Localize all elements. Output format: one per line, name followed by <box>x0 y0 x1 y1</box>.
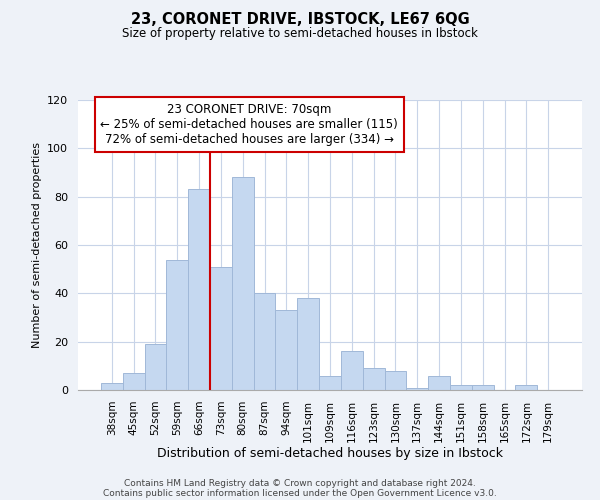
Bar <box>515 385 537 390</box>
Y-axis label: Number of semi-detached properties: Number of semi-detached properties <box>32 142 41 348</box>
Bar <box>123 373 145 390</box>
Text: 23 CORONET DRIVE: 70sqm
← 25% of semi-detached houses are smaller (115)
72% of s: 23 CORONET DRIVE: 70sqm ← 25% of semi-de… <box>100 103 398 146</box>
Bar <box>406 388 428 390</box>
Bar <box>428 376 450 390</box>
Bar <box>275 310 297 390</box>
Bar <box>297 298 319 390</box>
Bar <box>210 267 232 390</box>
Bar <box>188 190 210 390</box>
Bar <box>341 352 363 390</box>
Bar <box>166 260 188 390</box>
Text: Size of property relative to semi-detached houses in Ibstock: Size of property relative to semi-detach… <box>122 28 478 40</box>
Bar <box>145 344 166 390</box>
Bar <box>101 383 123 390</box>
Bar <box>254 294 275 390</box>
Bar <box>363 368 385 390</box>
X-axis label: Distribution of semi-detached houses by size in Ibstock: Distribution of semi-detached houses by … <box>157 448 503 460</box>
Bar <box>385 370 406 390</box>
Text: 23, CORONET DRIVE, IBSTOCK, LE67 6QG: 23, CORONET DRIVE, IBSTOCK, LE67 6QG <box>131 12 469 28</box>
Bar <box>232 178 254 390</box>
Text: Contains public sector information licensed under the Open Government Licence v3: Contains public sector information licen… <box>103 488 497 498</box>
Text: Contains HM Land Registry data © Crown copyright and database right 2024.: Contains HM Land Registry data © Crown c… <box>124 478 476 488</box>
Bar <box>450 385 472 390</box>
Bar <box>319 376 341 390</box>
Bar <box>472 385 494 390</box>
